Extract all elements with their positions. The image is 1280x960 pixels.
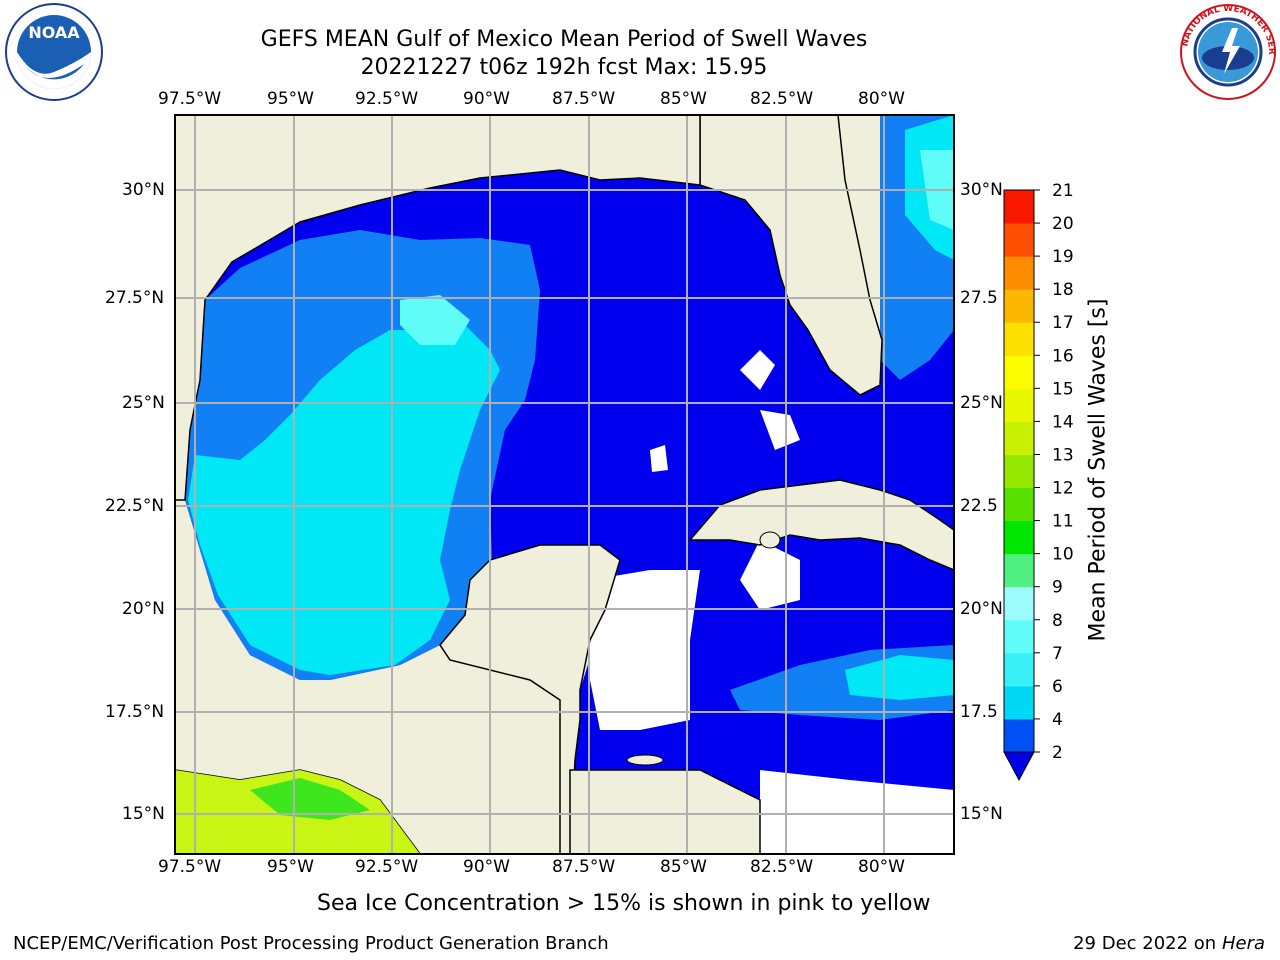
lat-label-left: 22.5°N <box>105 496 165 516</box>
colorbar-swatch <box>1004 256 1034 290</box>
lat-label-right: 17.5 <box>960 702 998 722</box>
lon-label-bottom: 85°W <box>660 857 707 877</box>
colorbar-tick-label: 13 <box>1052 445 1074 465</box>
lon-label-bottom: 82.5°W <box>750 857 814 877</box>
nodata-patch <box>760 770 954 854</box>
colorbar-swatch <box>1004 652 1034 687</box>
nodata-patch <box>740 350 775 390</box>
colorbar-swatch <box>1004 487 1034 522</box>
lat-label-right: 20°N <box>960 599 1003 619</box>
lon-label-top: 95°W <box>267 89 314 109</box>
lat-label-left: 15°N <box>122 804 165 824</box>
land-us-coast <box>175 115 701 501</box>
lon-label-top: 97.5°W <box>158 89 222 109</box>
colorbar-tick-label: 9 <box>1052 578 1063 598</box>
lon-label-top: 82.5°W <box>750 89 814 109</box>
lat-label-left: 25°N <box>122 393 165 413</box>
colorbar: 2 4 6 7 8 9 10 11 12 13 14 15 16 17 18 19 20 21 <box>1003 181 1074 782</box>
lon-label-top: 80°W <box>858 89 905 109</box>
footer-date: 29 Dec 2022 on Hera <box>1073 933 1265 954</box>
swell-6-7-patch <box>400 295 470 345</box>
colorbar-swatch <box>1004 421 1034 455</box>
plot-subtitle: 20221227 t06z 192h fcst Max: 15.95 <box>360 55 768 80</box>
lat-label-left: 20°N <box>122 599 165 619</box>
lat-label-right: 30°N <box>960 180 1003 200</box>
colorbar-swatch <box>1004 388 1034 422</box>
colorbar-tick-label: 18 <box>1052 280 1074 300</box>
colorbar-swatch <box>1004 322 1034 356</box>
colorbar-swatch <box>1004 355 1034 389</box>
swell-caribbean-light <box>845 655 954 700</box>
map-frame <box>174 114 955 855</box>
footer-host: Hera <box>1221 933 1265 954</box>
colorbar-frame <box>1003 189 1035 753</box>
colorbar-swatch <box>1004 685 1034 720</box>
colorbar-tick-label: 4 <box>1052 710 1063 730</box>
colorbar-tick-label: 6 <box>1052 677 1063 697</box>
colorbar-tick-label: 15 <box>1052 379 1074 399</box>
colorbar-swatch <box>1004 553 1034 588</box>
footer-date-text: 29 Dec 2022 on <box>1073 933 1217 954</box>
colorbar-tick-label: 10 <box>1052 545 1074 565</box>
lon-label-bottom: 97.5°W <box>158 857 222 877</box>
footer-credit: NCEP/EMC/Verification Post Processing Pr… <box>13 933 609 954</box>
colorbar-tick-label: 21 <box>1052 181 1074 201</box>
lon-label-top: 85°W <box>660 89 707 109</box>
colorbar-tick-label: 12 <box>1052 479 1074 499</box>
grid-lines <box>175 115 954 854</box>
sea-ice-region-green <box>250 778 370 820</box>
lat-label-left: 17.5°N <box>105 702 165 722</box>
land-florida <box>699 115 954 396</box>
plot-title: GEFS MEAN Gulf of Mexico Mean Period of … <box>260 27 868 52</box>
lat-label-right: 15°N <box>960 804 1003 824</box>
lon-label-top: 92.5°W <box>355 89 419 109</box>
colorbar-tick-label: 14 <box>1052 412 1074 432</box>
sea-ice-note: Sea Ice Concentration > 15% is shown in … <box>317 891 931 916</box>
land-central-america <box>569 769 761 854</box>
lon-label-bottom: 92.5°W <box>355 857 419 877</box>
lat-label-left: 27.5°N <box>105 288 165 308</box>
colorbar-tick-label: 11 <box>1052 512 1074 532</box>
lon-label-bottom: 80°W <box>858 857 905 877</box>
colorbar-extend-triangle <box>1003 751 1035 782</box>
nodata-patch <box>760 410 800 450</box>
colorbar-swatch <box>1004 619 1034 654</box>
colorbar-tick-label: 16 <box>1052 346 1074 366</box>
nodata-patch <box>650 445 668 472</box>
lat-label-right: 22.5 <box>960 496 998 516</box>
lat-label-left: 30°N <box>122 180 165 200</box>
colorbar-swatch <box>1004 718 1034 753</box>
colorbar-tick-label: 20 <box>1052 214 1074 234</box>
colorbar-label: Mean Period of Swell Waves [s] <box>1085 298 1111 642</box>
lon-label-bottom: 90°W <box>463 857 510 877</box>
noaa-logo-text: NOAA <box>28 23 80 42</box>
noaa-logo-icon: NOAA <box>5 3 103 101</box>
lon-label-bottom: 95°W <box>267 857 314 877</box>
colorbar-tick-label: 2 <box>1052 743 1063 763</box>
colorbar-tick-label: 8 <box>1052 611 1063 631</box>
colorbar-tick-label: 19 <box>1052 247 1074 267</box>
lon-label-top: 90°W <box>463 89 510 109</box>
lon-label-bottom: 87.5°W <box>552 857 616 877</box>
nws-logo-icon: NATIONAL WEATHER SERVICE <box>1178 2 1276 100</box>
land-cuba <box>688 479 954 571</box>
swell-4-6-west <box>188 320 500 675</box>
colorbar-swatch <box>1004 520 1034 555</box>
colorbar-tick-label: 7 <box>1052 644 1063 664</box>
colorbar-swatch <box>1004 454 1034 489</box>
colorbar-swatch <box>1004 190 1034 224</box>
colorbar-swatch <box>1004 586 1034 621</box>
colorbar-tick-label: 17 <box>1052 313 1074 333</box>
colorbar-swatch <box>1004 223 1034 257</box>
colorbar-swatch <box>1004 289 1034 323</box>
lon-label-top: 87.5°W <box>552 89 616 109</box>
lat-label-right: 27.5 <box>960 288 998 308</box>
lat-label-right: 25°N <box>960 393 1003 413</box>
